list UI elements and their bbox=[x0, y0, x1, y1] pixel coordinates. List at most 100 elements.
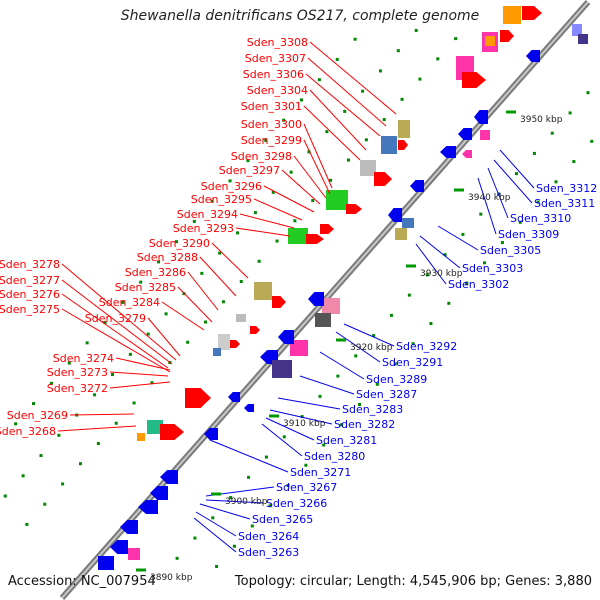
scale-label: 3930 kbp bbox=[420, 269, 463, 279]
gene-arrow bbox=[306, 234, 324, 244]
tick-mark bbox=[21, 474, 25, 478]
gene-label: Sden_3267 bbox=[276, 481, 337, 494]
gene-arrow bbox=[244, 404, 254, 412]
gene-label: Sden_3307 bbox=[245, 52, 306, 65]
tick-mark bbox=[447, 301, 451, 305]
leader-line bbox=[303, 105, 361, 161]
tick-mark bbox=[393, 362, 397, 366]
gene-label: Sden_3263 bbox=[238, 546, 299, 559]
tick-mark bbox=[268, 504, 272, 508]
gene-block bbox=[503, 6, 521, 24]
tick-mark bbox=[375, 382, 379, 386]
tick-mark bbox=[483, 261, 487, 265]
tick-mark bbox=[354, 354, 358, 358]
genome-title: Shewanella denitrificans OS217, complete… bbox=[120, 8, 480, 24]
tick-mark bbox=[14, 422, 18, 426]
leader-line bbox=[61, 263, 177, 361]
tick-mark bbox=[300, 415, 304, 419]
tick-mark bbox=[174, 240, 178, 244]
gene-block bbox=[395, 228, 407, 240]
tick-mark bbox=[193, 536, 197, 540]
tick-mark bbox=[210, 199, 214, 203]
tick-mark bbox=[425, 273, 429, 277]
gene-arrow bbox=[228, 392, 240, 402]
tick-mark bbox=[175, 556, 179, 560]
leader-line bbox=[493, 159, 533, 204]
gene-label: Sden_3302 bbox=[448, 278, 509, 291]
gene-arrow bbox=[458, 128, 472, 140]
leader-line bbox=[477, 177, 497, 235]
tick-mark bbox=[311, 199, 315, 203]
leader-line bbox=[187, 271, 219, 311]
tick-mark bbox=[164, 312, 168, 316]
gene-arrow bbox=[522, 6, 542, 20]
genome-info-text: Topology: circular; Length: 4,545,906 bp… bbox=[234, 574, 592, 589]
tick-mark bbox=[221, 300, 225, 304]
leader-line bbox=[199, 503, 251, 520]
scale-label: 3910 kbp bbox=[283, 419, 326, 429]
tick-mark bbox=[465, 281, 469, 285]
leader-line bbox=[293, 155, 327, 199]
leader-line bbox=[303, 123, 333, 189]
gene-block bbox=[288, 228, 308, 244]
tick-mark bbox=[85, 341, 89, 345]
gene-block bbox=[236, 314, 246, 322]
gene-label: Sden_3289 bbox=[366, 373, 427, 386]
gene-label: Sden_3295 bbox=[191, 193, 252, 206]
tick-mark bbox=[411, 342, 415, 346]
tick-mark bbox=[43, 502, 47, 506]
gene-label: Sden_3278 bbox=[0, 258, 60, 271]
accession-text: Accession: NC_007954 bbox=[8, 574, 156, 589]
gene-label-layer: Sden_3308 Sden_3307 Sden_3306 Sden_3304 Sden… bbox=[0, 36, 597, 559]
gene-block bbox=[147, 420, 163, 434]
leader-line bbox=[193, 517, 237, 553]
tick-mark bbox=[114, 421, 118, 425]
tick-mark bbox=[418, 77, 422, 81]
gene-label: Sden_3299 bbox=[241, 134, 302, 147]
tick-mark bbox=[157, 260, 161, 264]
tick-mark bbox=[132, 401, 136, 405]
tick-mark bbox=[336, 374, 340, 378]
leader-line bbox=[109, 371, 169, 377]
tick-mark bbox=[307, 150, 311, 154]
tick-mark bbox=[282, 435, 286, 439]
gene-block bbox=[128, 548, 140, 560]
leader-line bbox=[343, 323, 395, 347]
gene-label: Sden_3311 bbox=[534, 197, 595, 210]
gene-block bbox=[218, 334, 230, 350]
leader-line bbox=[277, 397, 341, 410]
tick-mark bbox=[61, 482, 65, 486]
gene-arrow bbox=[526, 50, 540, 62]
tick-layer bbox=[3, 28, 594, 568]
leader-line bbox=[309, 89, 367, 151]
tick-mark bbox=[335, 57, 339, 61]
leader-line bbox=[69, 413, 135, 416]
tick-mark bbox=[340, 423, 344, 427]
tick-mark bbox=[204, 320, 208, 324]
gene-label: Sden_3287 bbox=[356, 388, 417, 401]
leader-line bbox=[147, 317, 181, 357]
tick-mark bbox=[282, 118, 286, 122]
tick-mark bbox=[49, 381, 53, 385]
gene-label: Sden_3294 bbox=[177, 208, 238, 221]
tick-mark bbox=[289, 170, 293, 174]
tick-mark bbox=[67, 361, 71, 365]
gene-block bbox=[578, 34, 588, 44]
tick-mark bbox=[329, 178, 333, 182]
leader-line bbox=[487, 167, 509, 219]
gene-arrow bbox=[474, 110, 488, 124]
leader-line bbox=[211, 242, 249, 279]
tick-mark bbox=[461, 232, 465, 236]
tick-mark bbox=[361, 89, 365, 93]
gene-arrow bbox=[398, 140, 408, 150]
gene-arrow bbox=[308, 292, 324, 306]
tick-mark bbox=[357, 403, 361, 407]
tick-mark bbox=[300, 98, 304, 102]
gene-label: Sden_3274 bbox=[53, 352, 114, 365]
gene-layer bbox=[98, 6, 588, 570]
leader-line bbox=[303, 139, 331, 195]
tick-mark bbox=[250, 524, 254, 528]
gene-arrow bbox=[150, 486, 168, 500]
tick-mark bbox=[572, 160, 576, 164]
gene-arrow bbox=[160, 424, 184, 440]
